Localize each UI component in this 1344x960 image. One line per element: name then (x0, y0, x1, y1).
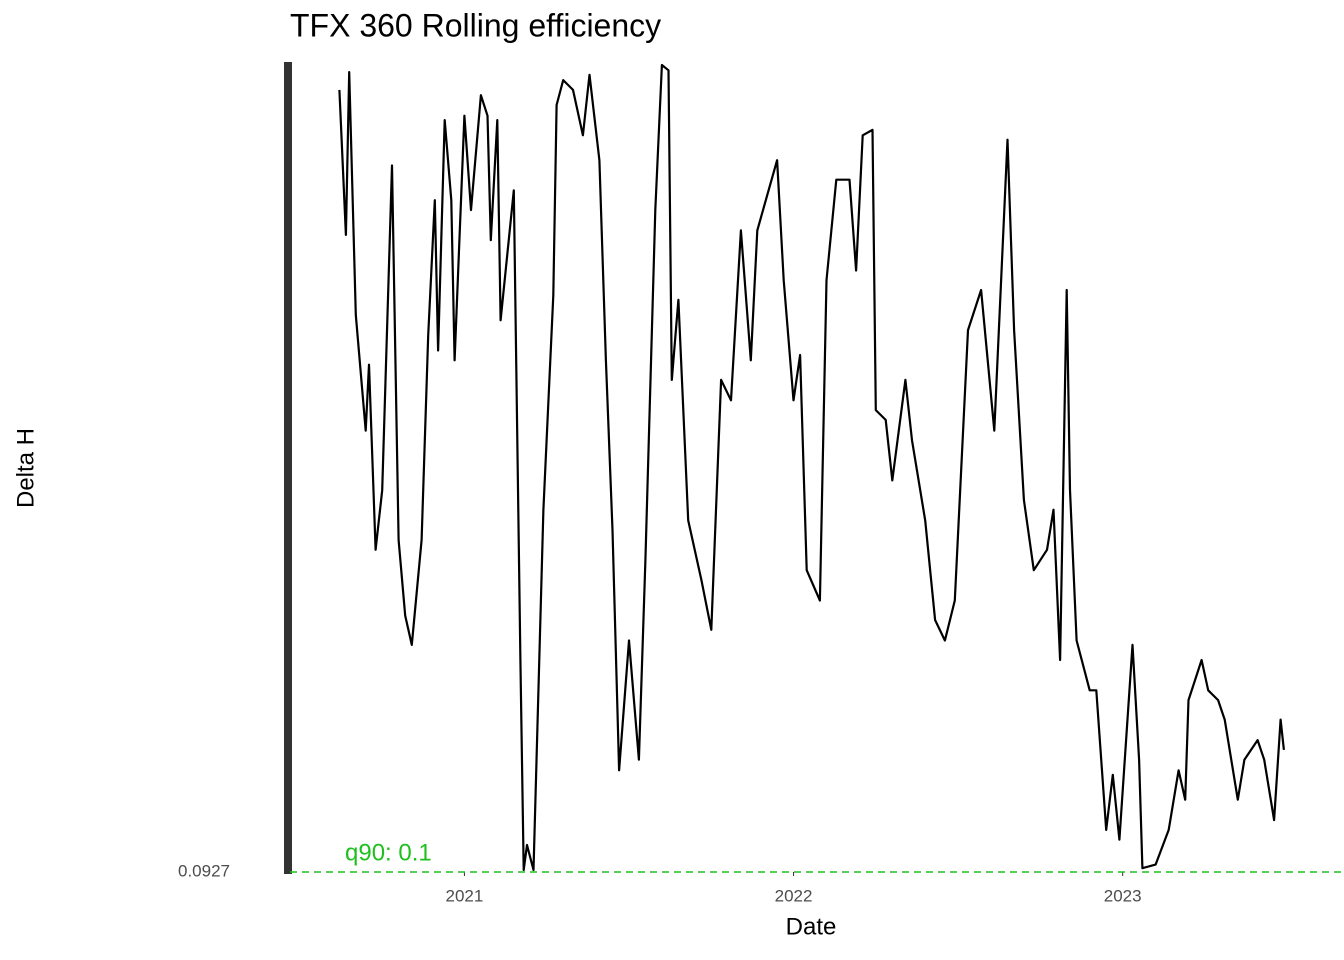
y-axis-label: Delta H (12, 428, 39, 508)
x-tick-label: 2022 (775, 886, 813, 905)
x-tick-label: 2023 (1104, 886, 1142, 905)
x-tick-label: 2021 (446, 886, 484, 905)
data-line (338, 63, 1285, 872)
chart-title: TFX 360 Rolling efficiency (290, 7, 661, 43)
y-tick-label: 0.0927 (178, 861, 230, 880)
x-axis-label: Date (786, 913, 837, 940)
threshold-annotation: q90: 0.1 (345, 839, 432, 866)
